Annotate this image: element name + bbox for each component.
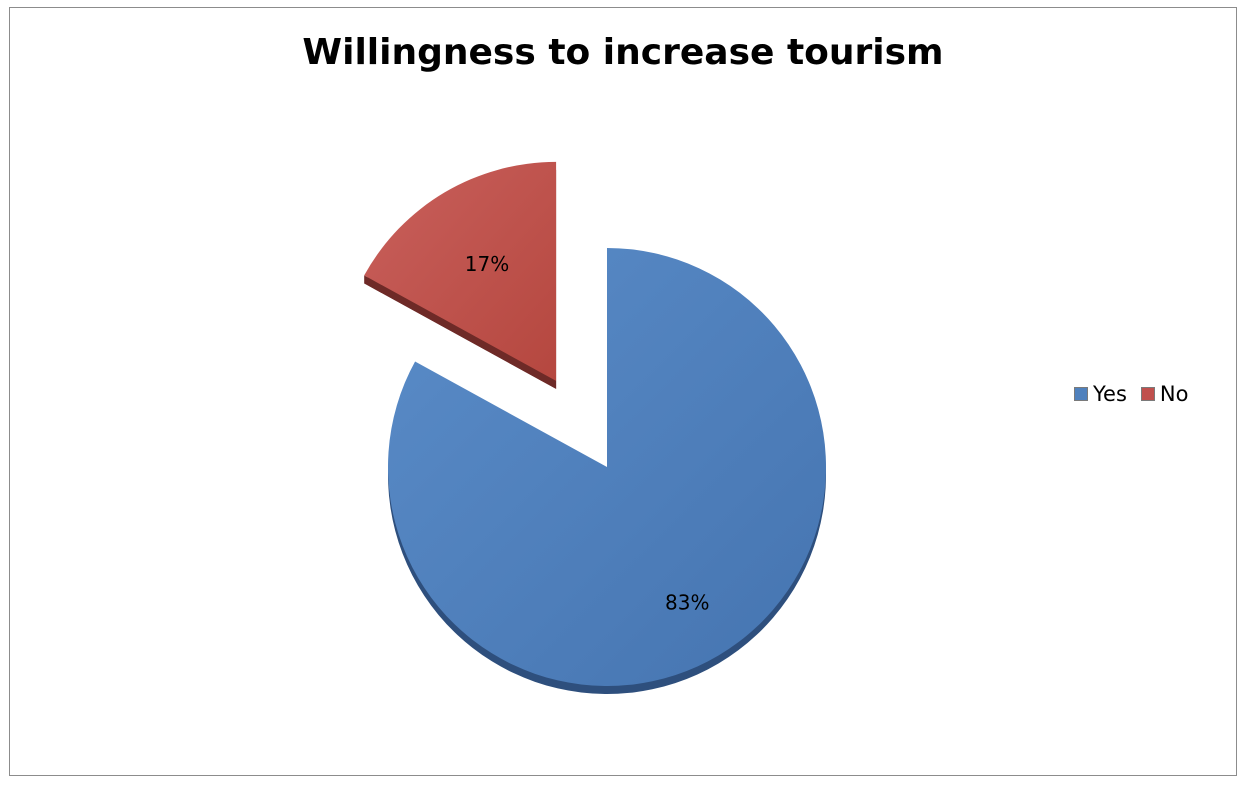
data-label-no: 17% <box>465 252 509 276</box>
legend-item-yes: Yes <box>1074 382 1127 406</box>
slices-layer <box>364 161 826 694</box>
labels-layer: 83% 17% <box>465 252 710 615</box>
slice-no <box>364 161 557 381</box>
legend-label-no: No <box>1159 382 1189 406</box>
chart-title: Willingness to increase tourism <box>302 32 944 73</box>
data-label-yes: 83% <box>665 591 709 615</box>
legend: Yes No <box>1074 382 1202 406</box>
slice-yes <box>387 248 826 687</box>
legend-swatch-no <box>1140 387 1155 401</box>
legend-item-no: No <box>1140 382 1189 406</box>
legend-swatch-yes <box>1074 387 1088 401</box>
slice-group-no <box>364 161 557 389</box>
slice-group-yes <box>387 248 826 694</box>
legend-label-yes: Yes <box>1093 382 1127 406</box>
slice-face-no <box>364 275 557 389</box>
